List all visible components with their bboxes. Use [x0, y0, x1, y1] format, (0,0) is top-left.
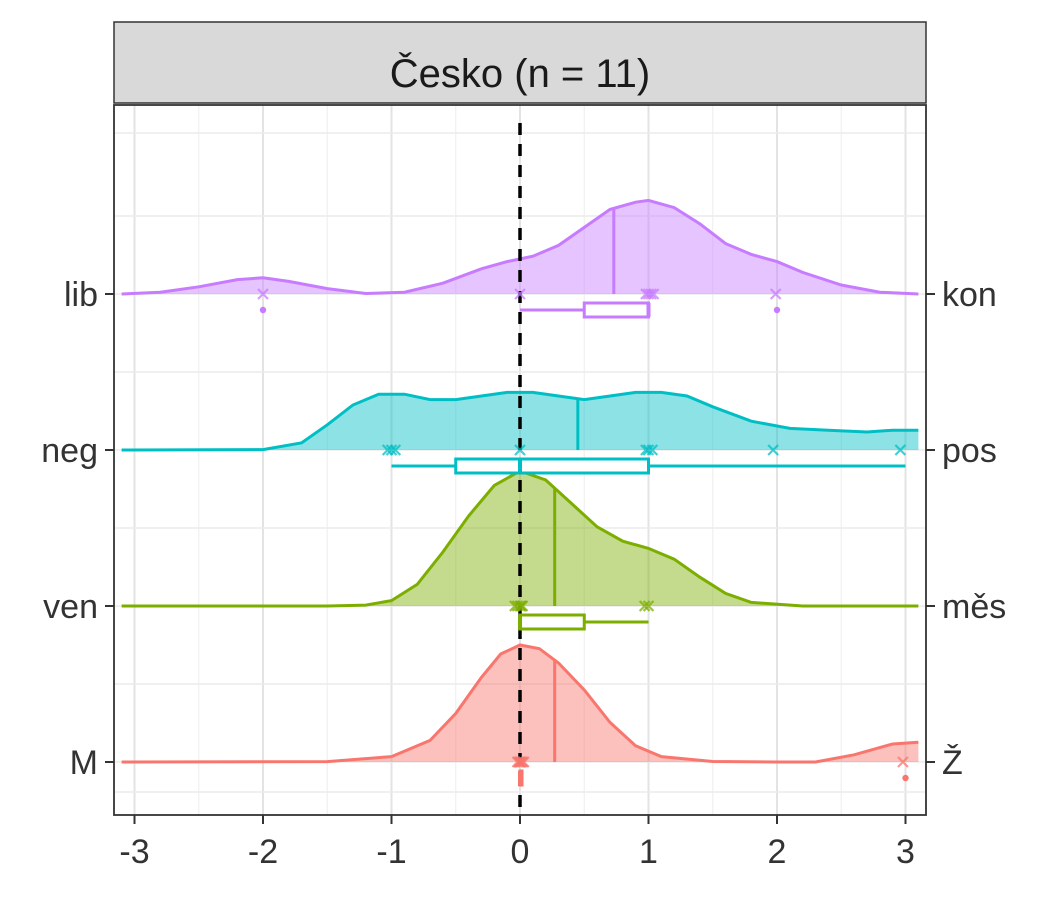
ridge-line-lib: [121, 198, 919, 296]
data-point: [518, 756, 530, 768]
y-tick-label-right: kon: [942, 276, 997, 314]
data-points: [257, 288, 909, 768]
box-iqr-ven: [518, 613, 586, 631]
facet-title: Česko (n = 11): [390, 51, 651, 96]
x-tick-label: -1: [376, 833, 406, 871]
facet-strip: Česko (n = 11): [113, 21, 927, 104]
data-point: [257, 288, 269, 300]
boxplots: [259, 301, 909, 787]
data-point: [894, 444, 907, 456]
box-outlier: [259, 306, 267, 314]
grid-lines: [114, 105, 926, 815]
x-tick-label: 1: [639, 833, 658, 871]
box-outlier: [773, 306, 781, 314]
data-point: [516, 600, 529, 612]
data-point: [514, 288, 526, 300]
data-point: [638, 600, 651, 612]
data-point: [897, 756, 909, 768]
y-tick-label-left: neg: [41, 432, 98, 470]
data-point: [646, 444, 659, 456]
y-tick-label-left: ven: [43, 588, 98, 626]
ridge-line-neg: [121, 390, 919, 452]
ridge-area-ven: [121, 471, 919, 606]
ridge-area-lib: [121, 200, 919, 294]
data-point: [767, 444, 779, 456]
y-tick-label-right: pos: [942, 432, 997, 470]
data-point: [514, 444, 526, 456]
data-point: [769, 288, 782, 300]
x-tick-label: -3: [119, 833, 149, 871]
y-tick-label-left: lib: [64, 276, 98, 314]
box-iqr-neg: [454, 457, 650, 475]
ridge-area-M: [121, 645, 919, 762]
ridge-line-ven: [121, 469, 919, 608]
ridge-line-M: [121, 643, 919, 764]
data-point: [389, 444, 402, 456]
y-tick-label-right: měs: [942, 588, 1006, 626]
y-tick-label-left: M: [70, 744, 98, 782]
x-tick-label: 0: [511, 833, 530, 871]
data-point: [642, 444, 655, 456]
x-tick-label: 3: [896, 833, 915, 871]
x-tick-label: 2: [768, 833, 787, 871]
data-point: [385, 444, 398, 456]
facet-strip-background: [113, 21, 927, 104]
box-iqr-lib: [582, 301, 650, 319]
data-point: [647, 288, 660, 300]
x-tick-label: -2: [248, 833, 278, 871]
y-tick-label-right: Ž: [942, 744, 963, 782]
data-point: [645, 288, 657, 300]
data-point: [642, 600, 655, 612]
box-outlier: [902, 774, 909, 782]
